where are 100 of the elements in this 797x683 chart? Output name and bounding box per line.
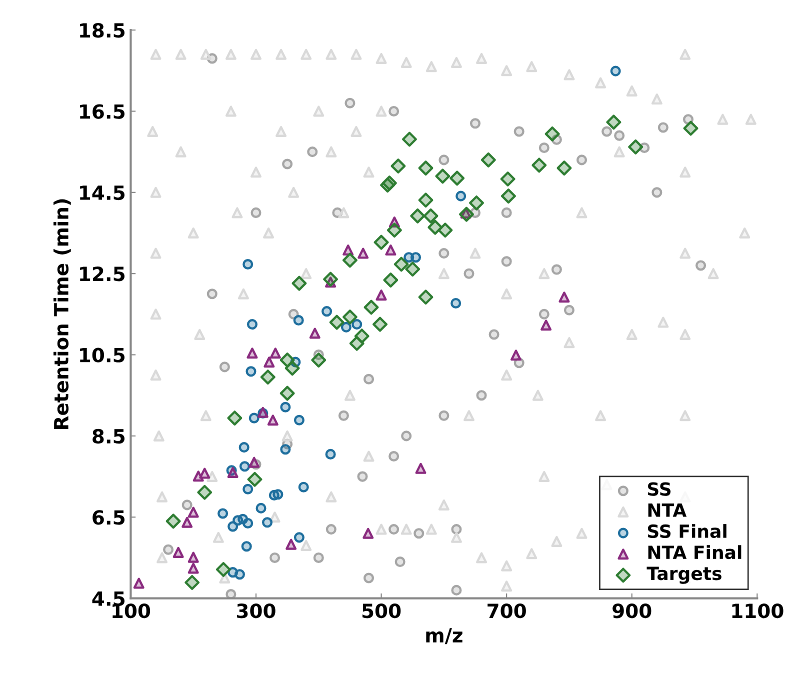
point [133,578,144,589]
point [292,276,307,291]
point [182,500,192,510]
point [438,154,450,166]
point [284,360,300,376]
point [182,516,193,528]
point [470,118,481,129]
point [246,366,256,377]
point [418,290,434,305]
x-tick-label: 1100 [732,604,784,618]
point [247,472,262,487]
point [294,414,304,426]
point [188,506,199,518]
point [199,468,210,479]
point [267,414,278,426]
point [538,308,550,320]
point [451,524,462,535]
point [342,310,358,324]
point [532,158,547,173]
point [246,319,258,330]
point [405,262,420,277]
point [197,484,212,500]
point [280,386,295,401]
point [514,126,524,137]
x-tick-label: 100 [112,604,150,618]
point [188,552,199,563]
point [410,208,426,224]
point [376,290,387,301]
point [248,412,260,424]
x-tick-label: 700 [488,604,526,618]
point [652,187,662,198]
point [272,489,284,500]
point [476,390,487,401]
point [172,546,184,558]
point [551,264,562,275]
point [564,304,574,316]
point [256,502,266,514]
y-tick-label: 18.5 [80,23,124,38]
point [352,319,362,330]
x-tick-label: 300 [237,604,276,618]
point [238,442,250,453]
point [459,206,474,222]
point [469,195,484,210]
point [260,370,276,385]
point [556,160,572,176]
point [163,544,174,555]
point [342,252,358,268]
point [357,471,368,482]
point [428,220,443,235]
legend-label: SS Final [648,524,726,538]
point [364,300,379,315]
point [262,517,273,528]
point [242,484,254,494]
point [363,572,374,584]
point [264,356,275,368]
point [402,132,417,147]
point [410,252,422,263]
legend-label: SS [648,482,671,496]
point [388,450,400,462]
point [188,562,199,574]
point [307,146,318,158]
point [270,348,281,359]
point [313,552,324,563]
point [438,248,450,259]
point [362,528,374,539]
point [311,352,326,368]
point [218,508,228,519]
point [241,541,252,552]
point [414,528,424,539]
point [606,114,622,130]
y-tick-label: 4.5 [92,592,124,606]
point [246,348,258,359]
legend-label: NTA Final [648,545,742,560]
x-axis-title: m/z [426,628,462,644]
point [280,444,291,455]
point [435,168,450,184]
point [538,142,550,154]
point [394,256,409,272]
point [456,190,466,202]
point [239,461,250,472]
point [628,139,644,154]
point [544,126,560,142]
point [282,158,293,170]
point [216,562,231,577]
point [576,154,588,166]
point [309,328,320,339]
point [234,569,245,580]
point [501,256,512,267]
point [226,588,236,598]
point [610,66,621,76]
y-axis-title: Retention Time (min) [54,199,71,429]
point [322,306,332,317]
y-tick-label: 8.5 [92,428,124,444]
point [293,314,304,326]
legend-label: NTA [648,504,687,517]
point [280,352,295,368]
y-tick-label: 16.5 [80,104,124,119]
point [329,314,344,330]
point [323,272,338,287]
point [658,122,668,133]
